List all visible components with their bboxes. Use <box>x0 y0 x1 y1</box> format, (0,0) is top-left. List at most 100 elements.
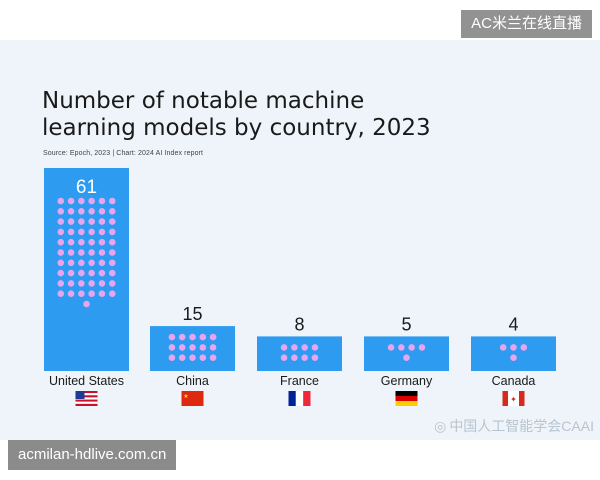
unit-dot <box>78 259 85 267</box>
unit-dot <box>98 290 106 298</box>
unit-dot <box>291 354 298 362</box>
unit-dot <box>199 354 207 362</box>
unit-dot <box>178 354 186 362</box>
value-label: 15 <box>182 304 202 324</box>
unit-dot <box>88 259 95 267</box>
unit-dot <box>57 238 65 246</box>
unit-dot <box>57 269 65 277</box>
unit-dot <box>98 197 106 205</box>
unit-dot <box>57 280 65 287</box>
unit-dot <box>98 259 106 267</box>
unit-dot <box>67 228 75 236</box>
unit-dot <box>88 208 95 215</box>
unit-dot <box>108 218 116 225</box>
unit-dot <box>78 269 85 277</box>
canada-flag-icon: ✦ <box>502 391 525 406</box>
unit-dot <box>98 249 106 256</box>
unit-dot <box>98 208 106 215</box>
unit-dot <box>98 238 106 246</box>
unit-dot <box>168 354 176 362</box>
value-label: 5 <box>401 314 411 334</box>
bar-group-china: 15 China ★ <box>150 304 235 406</box>
unit-dot <box>57 228 65 236</box>
value-label: 8 <box>294 314 304 334</box>
unit-dot <box>67 218 75 225</box>
chart-source: Source: Epoch, 2023 | Chart: 2024 AI Ind… <box>43 150 204 157</box>
value-label: 61 <box>76 177 97 198</box>
unit-dot <box>108 238 116 246</box>
unit-dot <box>209 333 217 341</box>
unit-dot <box>311 354 319 362</box>
unit-dot <box>199 344 207 351</box>
unit-dot <box>67 208 75 215</box>
unit-dot <box>67 290 75 298</box>
bar <box>364 336 449 371</box>
bar <box>471 336 556 371</box>
unit-dot <box>67 280 75 287</box>
unit-dot <box>209 344 217 351</box>
unit-dot <box>98 269 106 277</box>
unit-dot <box>168 333 176 341</box>
unit-dot <box>108 197 116 205</box>
unit-dot <box>280 354 288 362</box>
germany-flag-icon <box>395 391 418 406</box>
unit-dot <box>108 208 116 215</box>
unit-dot <box>78 290 85 298</box>
unit-dot <box>88 228 95 236</box>
unit-dot <box>280 344 288 351</box>
unit-dot <box>189 333 196 341</box>
unit-dot <box>83 300 90 308</box>
us-flag-icon <box>75 391 98 406</box>
unit-dot <box>108 228 116 236</box>
unit-dot <box>108 280 116 287</box>
china-flag-icon: ★ <box>181 391 204 406</box>
unit-dot <box>510 354 517 362</box>
unit-dot <box>311 344 319 351</box>
unit-dot <box>57 259 65 267</box>
unit-dot <box>78 228 85 236</box>
bar <box>44 168 129 371</box>
unit-dot <box>98 280 106 287</box>
bar <box>257 336 342 371</box>
unit-dot <box>209 354 217 362</box>
bar-group-united-states: 61 United States <box>44 168 129 406</box>
unit-dot <box>301 344 308 351</box>
unit-dot <box>57 218 65 225</box>
unit-dot <box>418 344 426 351</box>
unit-dot <box>78 197 85 205</box>
unit-dot <box>88 218 95 225</box>
unit-dot <box>520 344 528 351</box>
unit-dot <box>88 249 95 256</box>
unit-dot <box>108 259 116 267</box>
category-label: Germany <box>381 374 433 388</box>
unit-dot <box>67 269 75 277</box>
unit-dot <box>199 333 207 341</box>
unit-dot <box>67 197 75 205</box>
unit-dot <box>78 218 85 225</box>
unit-dot <box>291 344 298 351</box>
unit-dot <box>499 344 507 351</box>
bar-group-france: 8 France <box>257 314 342 406</box>
unit-dot <box>88 197 95 205</box>
unit-dot <box>57 249 65 256</box>
watermark: ◎ 中国人工智能学会CAAI <box>434 416 594 436</box>
svg-text:★: ★ <box>183 393 188 400</box>
unit-dot <box>168 344 176 351</box>
bar-group-canada: 4 Canada ✦ <box>471 314 556 406</box>
chart-title: Number of notable machine learning model… <box>42 88 562 142</box>
unit-dot <box>178 344 186 351</box>
watermark-text: 中国人工智能学会CAAI <box>449 418 594 434</box>
category-label: United States <box>49 374 124 388</box>
unit-dot <box>57 208 65 215</box>
unit-dot <box>67 238 75 246</box>
category-label: China <box>176 374 209 388</box>
unit-dot <box>88 269 95 277</box>
unit-dot <box>57 290 65 298</box>
unit-dot <box>78 280 85 287</box>
unit-dot <box>408 344 415 351</box>
unit-dot <box>88 280 95 287</box>
unit-dot <box>88 238 95 246</box>
chart-title-line-2: learning models by country, 2023 <box>42 115 431 141</box>
unit-dot <box>510 344 517 351</box>
